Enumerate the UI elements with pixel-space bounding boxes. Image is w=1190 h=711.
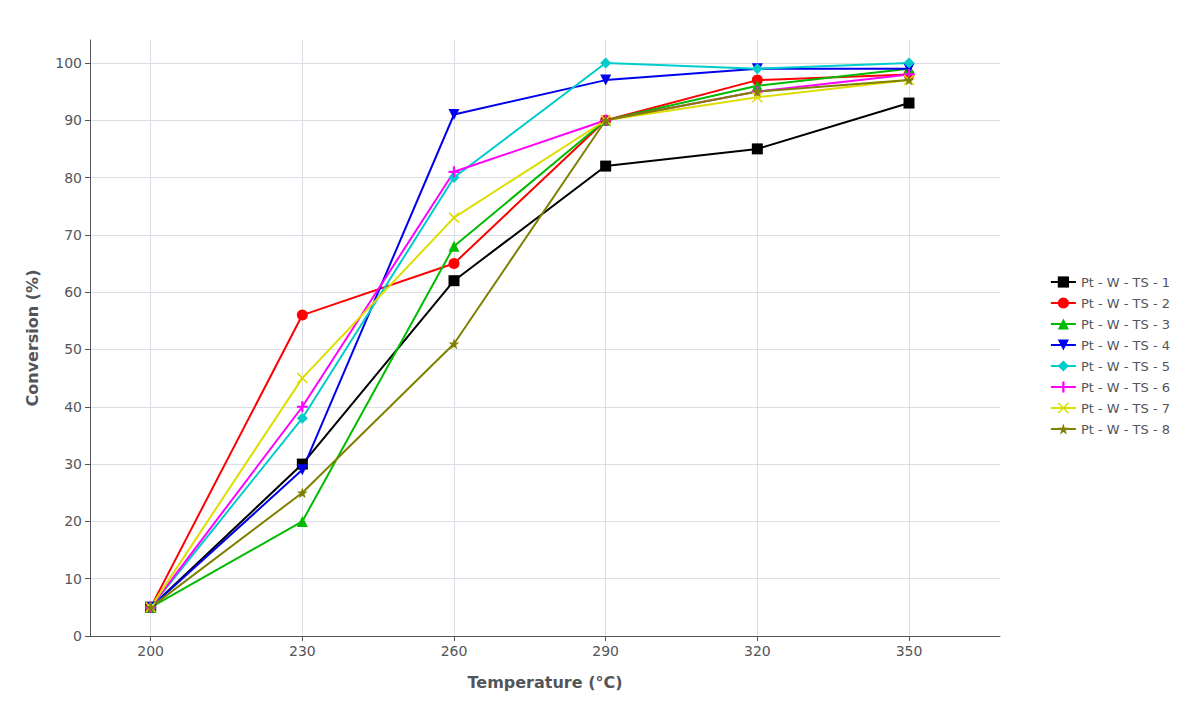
svg-text:200: 200 — [137, 643, 164, 659]
svg-text:Pt - W - TS - 2: Pt - W - TS - 2 — [1081, 296, 1170, 311]
svg-text:Pt - W - TS - 3: Pt - W - TS - 3 — [1081, 317, 1170, 332]
svg-text:10: 10 — [64, 571, 82, 587]
svg-text:Temperature (°C): Temperature (°C) — [467, 673, 622, 692]
svg-text:230: 230 — [289, 643, 316, 659]
svg-text:30: 30 — [64, 456, 82, 472]
svg-text:90: 90 — [64, 112, 82, 128]
svg-text:Pt - W - TS - 8: Pt - W - TS - 8 — [1081, 422, 1170, 437]
svg-text:50: 50 — [64, 341, 82, 357]
svg-text:Pt - W - TS - 6: Pt - W - TS - 6 — [1081, 380, 1170, 395]
svg-text:Conversion (%): Conversion (%) — [23, 270, 42, 407]
svg-text:320: 320 — [744, 643, 771, 659]
svg-text:0: 0 — [73, 628, 82, 644]
svg-text:Pt - W - TS - 1: Pt - W - TS - 1 — [1081, 275, 1170, 290]
svg-text:Pt - W - TS - 7: Pt - W - TS - 7 — [1081, 401, 1170, 416]
svg-text:70: 70 — [64, 227, 82, 243]
svg-text:80: 80 — [64, 170, 82, 186]
svg-text:60: 60 — [64, 284, 82, 300]
svg-text:20: 20 — [64, 513, 82, 529]
svg-text:290: 290 — [592, 643, 619, 659]
svg-text:Pt - W - TS - 4: Pt - W - TS - 4 — [1081, 338, 1170, 353]
svg-text:350: 350 — [896, 643, 923, 659]
svg-text:260: 260 — [441, 643, 468, 659]
svg-text:Pt - W - TS - 5: Pt - W - TS - 5 — [1081, 359, 1170, 374]
svg-text:100: 100 — [55, 55, 82, 71]
svg-text:40: 40 — [64, 399, 82, 415]
